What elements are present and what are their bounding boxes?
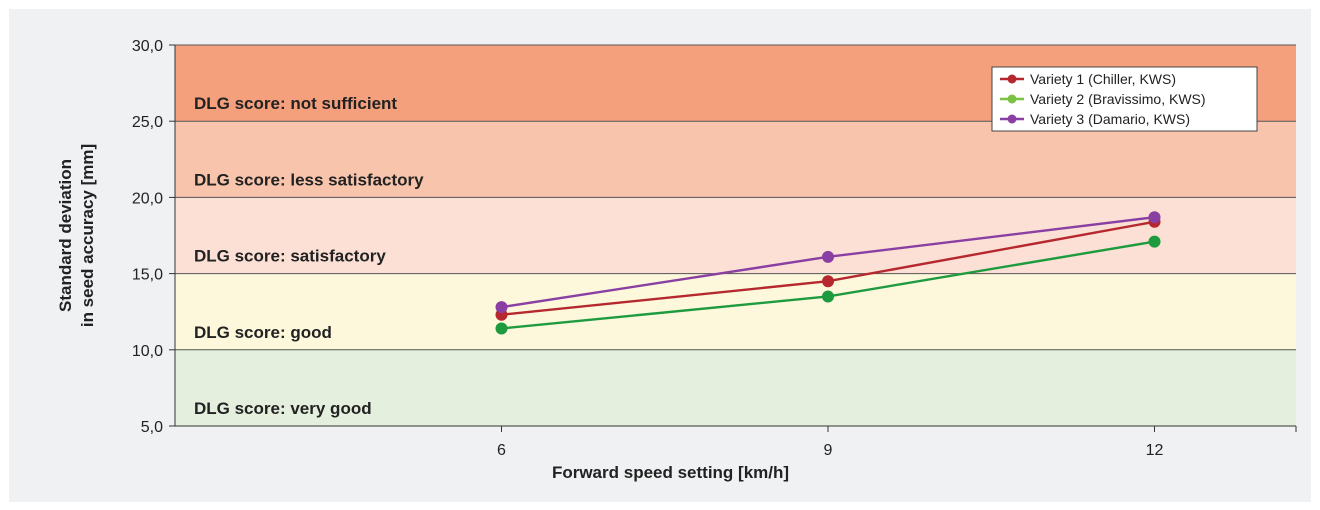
line-chart: 5,0 10,0 15,0 20,0 25,0 30,0 6 9 12 DLG score: no… xyxy=(56,38,1297,482)
y-axis-title-line-2: in seed accuracy [mm] xyxy=(78,144,97,327)
x-axis-title: Forward speed setting [km/h] xyxy=(552,463,789,482)
data-point xyxy=(822,290,835,303)
score-band xyxy=(175,121,1296,198)
data-point xyxy=(1148,235,1161,248)
x-tick-label: 12 xyxy=(1146,442,1164,459)
legend-entry: Variety 3 (Damario, KWS) xyxy=(1030,111,1190,127)
chart-frame: 5,0 10,0 15,0 20,0 25,0 30,0 6 9 12 DLG score: no… xyxy=(9,9,1311,502)
data-point xyxy=(495,301,508,314)
score-band xyxy=(175,349,1296,426)
y-tick-label: 30,0 xyxy=(132,38,163,55)
legend-entry: Variety 2 (Bravissimo, KWS) xyxy=(1030,91,1206,107)
data-point xyxy=(1148,211,1161,224)
legend-entry: Variety 1 (Chiller, KWS) xyxy=(1030,71,1176,87)
data-point xyxy=(822,250,835,263)
y-axis-title-line-1: Standard deviation xyxy=(56,159,75,312)
band-label: DLG score: very good xyxy=(194,399,372,418)
legend-box xyxy=(991,66,1258,132)
legend-marker xyxy=(1007,114,1017,124)
band-label: DLG score: good xyxy=(194,323,332,342)
data-point xyxy=(822,275,835,288)
y-tick-label: 10,0 xyxy=(132,343,163,360)
band-label: DLG score: satisfactory xyxy=(194,247,386,266)
score-band xyxy=(175,197,1296,274)
legend-marker xyxy=(1007,74,1017,84)
y-tick-label: 25,0 xyxy=(132,114,163,131)
legend-marker xyxy=(1007,94,1017,104)
band-label: DLG score: not sufficient xyxy=(194,94,397,113)
x-tick-label: 9 xyxy=(824,442,833,459)
y-tick-label: 5,0 xyxy=(141,419,163,436)
score-band xyxy=(175,273,1296,350)
data-point xyxy=(495,322,508,335)
band-label: DLG score: less satisfactory xyxy=(194,170,424,189)
y-tick-label: 20,0 xyxy=(132,190,163,207)
y-tick-label: 15,0 xyxy=(132,267,163,284)
x-tick-label: 6 xyxy=(497,442,506,459)
